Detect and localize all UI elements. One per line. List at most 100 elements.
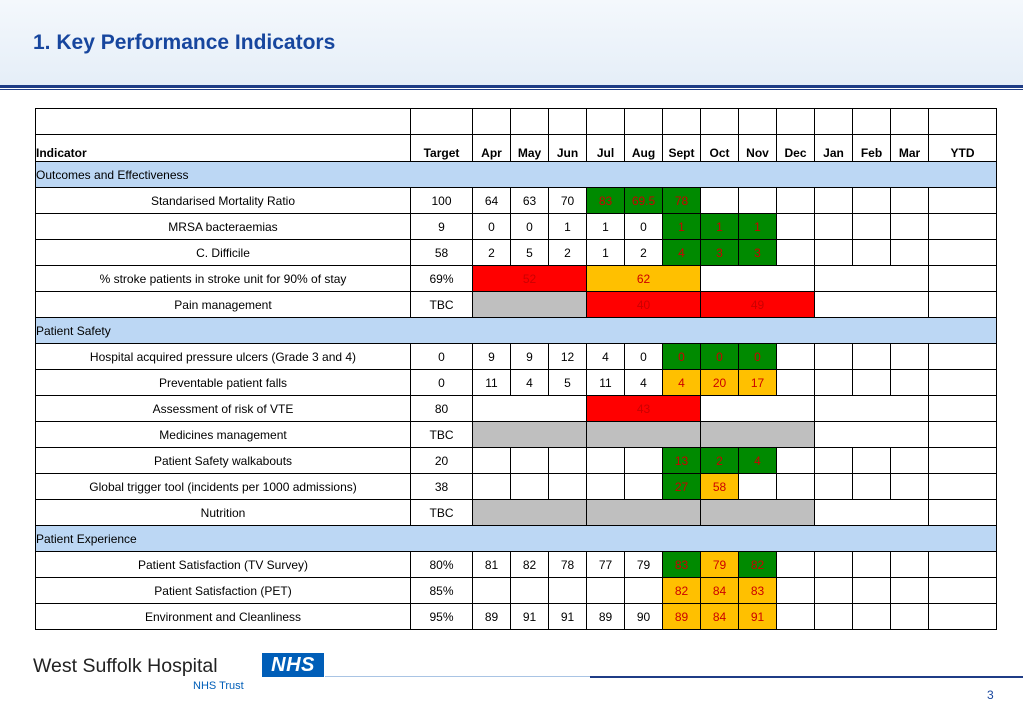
kpi-cell-amber: 82	[662, 577, 701, 604]
target-cell: 100	[410, 187, 473, 214]
kpi-cell	[890, 239, 929, 266]
kpi-cell	[852, 343, 891, 370]
kpi-cell: 4	[510, 369, 549, 396]
nhs-logo: NHS	[262, 653, 324, 677]
kpi-cell	[890, 369, 929, 396]
kpi-cell	[776, 369, 815, 396]
kpi-cell: 11	[472, 369, 511, 396]
section-title: Outcomes and Effectiveness	[35, 161, 997, 188]
kpi-cell	[586, 473, 625, 500]
kpi-cell	[890, 473, 929, 500]
kpi-cell	[814, 369, 853, 396]
kpi-cell	[814, 239, 853, 266]
table-row: Environment and Cleanliness 95% 89 91 91 89 90…	[35, 603, 997, 630]
kpi-cell-green: 83	[662, 551, 701, 578]
kpi-cell-amber: 20	[700, 369, 739, 396]
kpi-table: Indicator Target Apr May Jun Jul Aug Sep…	[35, 108, 997, 630]
kpi-cell	[776, 473, 815, 500]
kpi-cell	[928, 213, 997, 240]
kpi-cell: 91	[510, 603, 549, 630]
target-cell: 38	[410, 473, 473, 500]
kpi-cell	[776, 577, 815, 604]
kpi-cell: 1	[548, 213, 587, 240]
indicator-cell: C. Difficile	[35, 239, 411, 266]
header-month: Nov	[738, 134, 777, 162]
kpi-cell	[852, 551, 891, 578]
header-indicator: Indicator	[35, 134, 411, 162]
kpi-cell: 11	[586, 369, 625, 396]
kpi-cell	[814, 265, 929, 292]
kpi-cell-green: 1	[662, 213, 701, 240]
section-row: Patient Experience	[35, 525, 997, 552]
indicator-cell: Patient Satisfaction (TV Survey)	[35, 551, 411, 578]
kpi-cell	[738, 187, 777, 214]
kpi-cell	[928, 603, 997, 630]
kpi-cell	[852, 577, 891, 604]
header-month: Sept	[662, 134, 701, 162]
kpi-cell: 4	[624, 369, 663, 396]
footer-rule	[590, 676, 1023, 678]
indicator-cell: Pain management	[35, 291, 411, 318]
kpi-cell	[852, 473, 891, 500]
kpi-cell	[852, 447, 891, 474]
header-month: Mar	[890, 134, 929, 162]
kpi-cell	[928, 421, 997, 448]
header-month: Jun	[548, 134, 587, 162]
kpi-cell	[890, 447, 929, 474]
kpi-cell-amber: 79	[700, 551, 739, 578]
kpi-cell: 9	[510, 343, 549, 370]
header-month: Oct	[700, 134, 739, 162]
kpi-cell	[510, 577, 549, 604]
kpi-cell-green: 0	[700, 343, 739, 370]
kpi-cell	[928, 343, 997, 370]
kpi-cell	[852, 239, 891, 266]
kpi-cell: 1	[586, 213, 625, 240]
kpi-cell-grey	[586, 421, 701, 448]
kpi-cell	[890, 603, 929, 630]
kpi-cell-green: 2	[700, 447, 739, 474]
kpi-cell-green: 69.5	[624, 187, 663, 214]
kpi-cell-green: 3	[700, 239, 739, 266]
target-cell: 9	[410, 213, 473, 240]
kpi-cell: 9	[472, 343, 511, 370]
kpi-cell	[700, 265, 815, 292]
kpi-cell	[586, 577, 625, 604]
section-row: Outcomes and Effectiveness	[35, 161, 997, 188]
kpi-cell	[776, 447, 815, 474]
kpi-cell	[814, 421, 929, 448]
indicator-cell: Global trigger tool (incidents per 1000 …	[35, 473, 411, 500]
kpi-cell: 81	[472, 551, 511, 578]
kpi-cell-red: 52	[472, 265, 587, 292]
kpi-cell	[852, 187, 891, 214]
table-row: Hospital acquired pressure ulcers (Grade…	[35, 343, 997, 370]
target-cell: 58	[410, 239, 473, 266]
kpi-cell	[890, 551, 929, 578]
header-rule-thin	[0, 89, 1023, 90]
kpi-cell-green: 0	[738, 343, 777, 370]
kpi-cell: 2	[548, 239, 587, 266]
table-row: C. Difficile 58 2 5 2 1 2 4 3 3	[35, 239, 997, 266]
kpi-cell	[890, 213, 929, 240]
kpi-cell: 89	[586, 603, 625, 630]
indicator-cell: Hospital acquired pressure ulcers (Grade…	[35, 343, 411, 370]
kpi-cell-green: 4	[662, 239, 701, 266]
indicator-cell: % stroke patients in stroke unit for 90%…	[35, 265, 411, 292]
header-month: Jul	[586, 134, 625, 162]
kpi-cell	[700, 187, 739, 214]
indicator-cell: Medicines management	[35, 421, 411, 448]
kpi-cell: 0	[510, 213, 549, 240]
table-row: Patient Safety walkabouts 20 13 2 4	[35, 447, 997, 474]
kpi-cell	[814, 603, 853, 630]
kpi-cell	[472, 577, 511, 604]
kpi-cell	[472, 395, 587, 422]
kpi-cell: 90	[624, 603, 663, 630]
kpi-cell	[814, 213, 853, 240]
kpi-cell-green: 4	[738, 447, 777, 474]
kpi-cell	[928, 291, 997, 318]
kpi-cell: 0	[624, 343, 663, 370]
target-cell: TBC	[410, 291, 473, 318]
kpi-cell	[890, 577, 929, 604]
header-month: May	[510, 134, 549, 162]
kpi-cell	[776, 239, 815, 266]
kpi-cell	[928, 187, 997, 214]
